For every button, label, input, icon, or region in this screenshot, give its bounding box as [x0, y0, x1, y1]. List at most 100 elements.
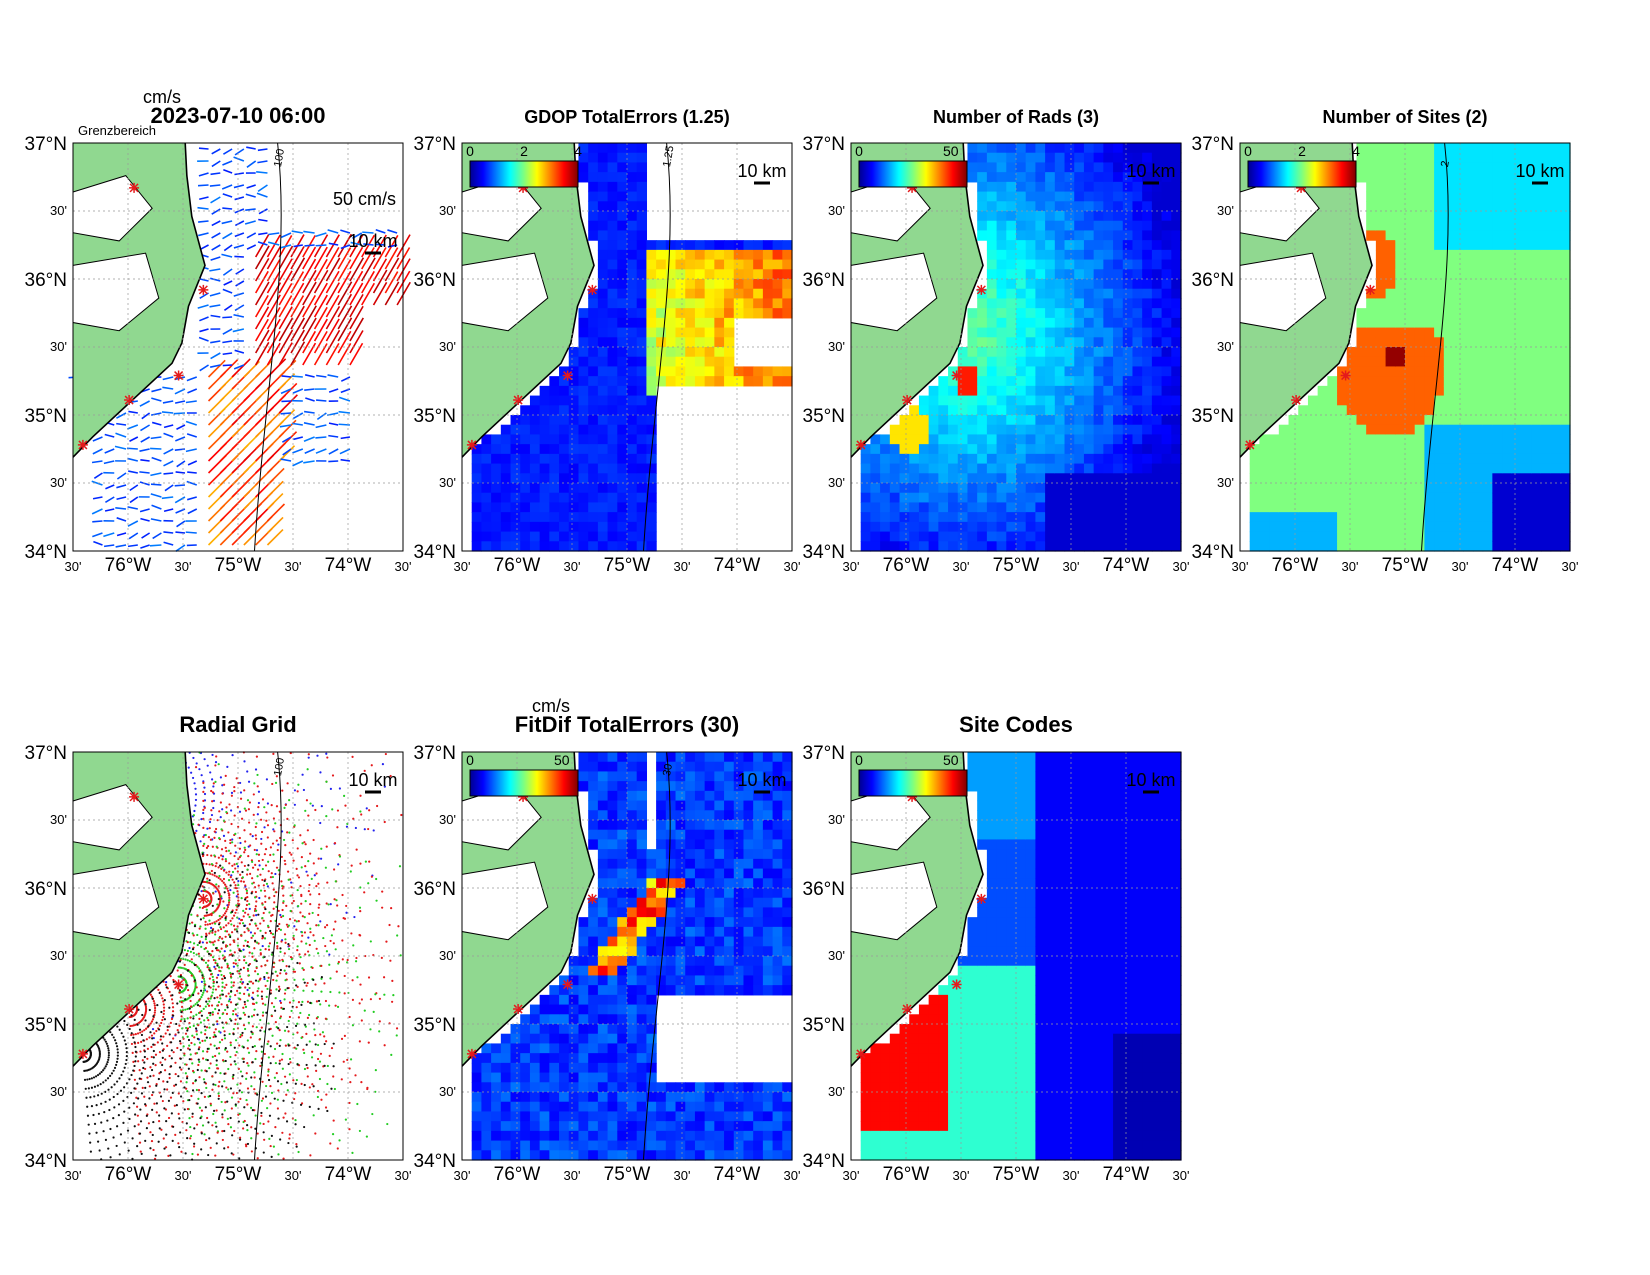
radial-grid-point [331, 1047, 333, 1049]
grid-cell [1521, 541, 1531, 551]
grid-cell [646, 269, 656, 279]
grid-cell [578, 473, 588, 483]
radial-grid-point [212, 846, 214, 848]
grid-cell [646, 502, 656, 512]
grid-cell [1103, 201, 1113, 211]
radial-grid-point [307, 829, 309, 831]
grid-cell [890, 425, 900, 435]
radial-grid-point [200, 1021, 202, 1023]
radial-grid-point [256, 756, 258, 758]
grid-cell [1521, 366, 1531, 376]
grid-cell [1026, 308, 1036, 318]
grid-cell [1337, 444, 1347, 454]
radial-grid-point [319, 920, 321, 922]
grid-cell [919, 415, 929, 425]
radial-grid-point [242, 876, 244, 878]
grid-cell [588, 230, 598, 240]
grid-cell [559, 541, 569, 551]
grid-cell [1113, 318, 1123, 328]
grid-cell [1250, 532, 1260, 542]
grid-cell [1366, 182, 1376, 192]
radial-grid-point [192, 757, 194, 759]
radial-grid-point [309, 903, 311, 905]
radial-grid-point [233, 915, 235, 917]
radial-grid-point [231, 931, 233, 933]
grid-cell [1473, 162, 1483, 172]
radial-grid-point [203, 980, 205, 982]
grid-cell [1541, 493, 1551, 503]
radial-grid-point [212, 976, 214, 978]
radial-grid-point [192, 777, 194, 779]
grid-cell [1434, 240, 1444, 250]
grid-cell [1162, 182, 1172, 192]
colorbar-tick-label: 0 [1244, 143, 1252, 159]
grid-cell [1502, 386, 1512, 396]
grid-cell [559, 444, 569, 454]
grid-cell [1502, 444, 1512, 454]
grid-cell [1541, 279, 1551, 289]
grid-cell [1045, 260, 1055, 270]
grid-cell [1035, 376, 1045, 386]
grid-cell [753, 298, 763, 308]
grid-cell [1376, 512, 1386, 522]
grid-cell [948, 396, 958, 406]
grid-cell [1094, 434, 1104, 444]
grid-cell [929, 502, 939, 512]
radial-grid-point [318, 903, 320, 905]
grid-cell [1035, 143, 1045, 153]
radial-grid-point [273, 895, 275, 897]
radial-grid-point [194, 804, 196, 806]
grid-cell [1434, 483, 1444, 493]
grid-cell [1502, 493, 1512, 503]
grid-cell [1405, 366, 1415, 376]
grid-cell [1483, 532, 1493, 542]
grid-cell [977, 541, 987, 551]
grid-cell [1132, 201, 1142, 211]
radial-grid-point [226, 908, 228, 910]
grid-cell [617, 376, 627, 386]
grid-cell [1356, 318, 1366, 328]
grid-cell [1424, 289, 1434, 299]
panel-title: Number of Sites (2) [1322, 107, 1487, 127]
grid-cell [773, 376, 783, 386]
radial-grid-point [205, 863, 207, 865]
radial-grid-point [230, 809, 232, 811]
grid-cell [637, 405, 647, 415]
radial-grid-point [367, 828, 369, 830]
grid-cell [1424, 201, 1434, 211]
radial-grid-point [319, 1033, 321, 1035]
grid-cell [977, 405, 987, 415]
grid-cell [1395, 483, 1405, 493]
current-vector [162, 412, 173, 413]
radial-grid-point [224, 884, 226, 886]
radial-grid-point [271, 804, 273, 806]
radial-grid-point [275, 971, 277, 973]
radial-grid-point [237, 964, 239, 966]
grid-cell [1084, 192, 1094, 202]
grid-cell [1026, 328, 1036, 338]
grid-cell [1016, 201, 1026, 211]
grid-cell [588, 405, 598, 415]
grid-cell [588, 328, 598, 338]
radial-grid-point [390, 907, 392, 909]
grid-cell [1512, 444, 1522, 454]
grid-cell [1415, 376, 1425, 386]
radial-grid-point [254, 849, 256, 851]
grid-cell [1084, 337, 1094, 347]
radial-grid-point [243, 1012, 245, 1014]
grid-cell [1386, 522, 1396, 532]
radar-site-marker [467, 440, 477, 450]
radial-grid-point [204, 793, 206, 795]
grid-cell [1171, 328, 1181, 338]
grid-cell [997, 230, 1007, 240]
radial-grid-point [204, 889, 206, 891]
grid-cell [1006, 502, 1016, 512]
grid-cell [1502, 396, 1512, 406]
grid-cell [1483, 396, 1493, 406]
grid-cell [1103, 162, 1113, 172]
colorbar-tick-label: 4 [574, 143, 582, 159]
grid-cell [1006, 454, 1016, 464]
grid-cell [1035, 512, 1045, 522]
grid-cell [753, 376, 763, 386]
radial-grid-point [303, 789, 305, 791]
